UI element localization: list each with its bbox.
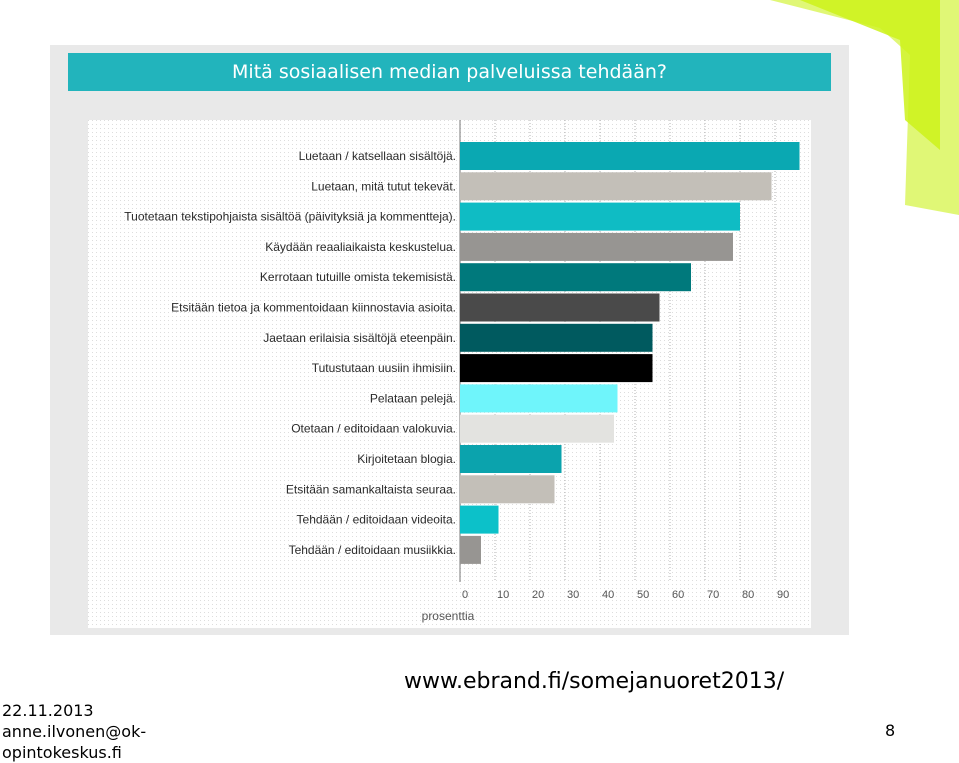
x-tick-label: 10 bbox=[497, 589, 509, 601]
x-tick-label: 0 bbox=[462, 589, 468, 601]
bar-chart: Luetaan / katsellaan sisältöjä. Luetaan, … bbox=[88, 120, 811, 628]
bar bbox=[460, 202, 740, 231]
footer-info: 22.11.2013 anne.ilvonen@ok- opintokeskus… bbox=[2, 700, 192, 763]
x-tick-label: 50 bbox=[637, 589, 649, 601]
category-label: Tuotetaan tekstipohjaista sisältöä (päiv… bbox=[124, 210, 456, 224]
bar bbox=[460, 232, 733, 261]
author-email-line1: anne.ilvonen@ok- bbox=[2, 722, 147, 741]
category-label: Luetaan, mitä tutut tekevät. bbox=[311, 179, 456, 193]
x-tick-label: 70 bbox=[707, 589, 719, 601]
x-tick-label: 40 bbox=[602, 589, 614, 601]
source-url: www.ebrand.fi/somejanuoret2013/ bbox=[404, 669, 785, 694]
bar bbox=[460, 172, 772, 201]
chart-title: Mitä sosiaalisen median palveluissa tehd… bbox=[68, 53, 831, 91]
bar bbox=[460, 142, 800, 170]
category-label: Otetaan / editoidaan valokuvia. bbox=[291, 422, 456, 436]
bar bbox=[460, 323, 653, 352]
category-label: Kirjoitetaan blogia. bbox=[357, 452, 456, 466]
category-label: Kerrotaan tutuille omista tekemisistä. bbox=[260, 270, 456, 284]
x-tick-label: 30 bbox=[567, 589, 579, 601]
x-tick-label: 60 bbox=[672, 589, 684, 601]
bar bbox=[460, 535, 481, 564]
category-label: Etsitään samankaltaista seuraa. bbox=[286, 482, 456, 496]
bar bbox=[460, 475, 555, 504]
bar bbox=[460, 354, 653, 383]
category-label: Tehdään / editoidaan videoita. bbox=[297, 513, 456, 527]
arrow-shape-inner bbox=[800, 0, 940, 150]
category-label: Jaetaan erilaisia sisältöjä eteenpäin. bbox=[263, 331, 456, 345]
bar bbox=[460, 293, 660, 322]
category-label: Tehdään / editoidaan musiikkia. bbox=[289, 543, 456, 557]
category-label: Käydään reaaliaikaista keskustelua. bbox=[265, 240, 456, 254]
x-tick-label: 20 bbox=[532, 589, 544, 601]
category-label: Luetaan / katsellaan sisältöjä. bbox=[299, 149, 456, 163]
bar bbox=[460, 445, 562, 473]
bar bbox=[460, 414, 614, 443]
category-label: Pelataan pelejä. bbox=[370, 391, 456, 405]
bar bbox=[460, 384, 618, 413]
x-axis-label: prosenttia bbox=[422, 609, 475, 623]
x-tick-label: 90 bbox=[777, 589, 789, 601]
category-label: Etsitään tietoa ja kommentoidaan kiinnos… bbox=[171, 301, 456, 315]
x-tick-label: 80 bbox=[742, 589, 754, 601]
bar bbox=[460, 263, 691, 292]
author-email-line2: opintokeskus.fi bbox=[2, 743, 122, 762]
bar bbox=[460, 505, 499, 534]
slide-date: 22.11.2013 bbox=[2, 701, 94, 720]
category-label: Tutustutaan uusiin ihmisiin. bbox=[312, 361, 456, 375]
page-number: 8 bbox=[885, 721, 896, 740]
